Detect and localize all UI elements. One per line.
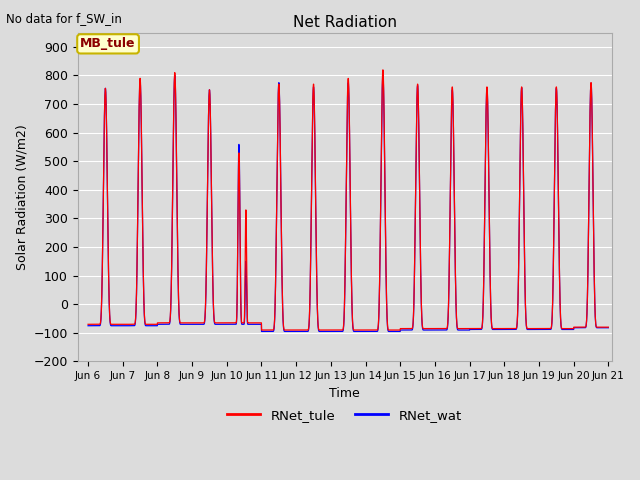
Text: MB_tule: MB_tule — [81, 37, 136, 50]
RNet_tule — [84, 322, 92, 327]
RNet_wat — [436, 327, 444, 333]
RNet_tule — [178, 320, 186, 326]
Text: No data for f_SW_in: No data for f_SW_in — [6, 12, 122, 25]
Title: Net Radiation: Net Radiation — [292, 15, 397, 30]
RNet_tule — [329, 327, 337, 333]
RNet_tule — [436, 326, 444, 332]
RNet_wat — [495, 326, 502, 332]
RNet_wat — [604, 325, 612, 331]
RNet_tule — [495, 326, 502, 332]
RNet_wat — [465, 327, 472, 333]
RNet_wat — [258, 329, 266, 335]
Y-axis label: Solar Radiation (W/m2): Solar Radiation (W/m2) — [15, 124, 28, 270]
RNet_tule — [604, 324, 612, 330]
RNet_wat — [605, 325, 612, 331]
RNet_wat — [178, 322, 186, 327]
RNet_wat — [84, 323, 92, 329]
Line: RNet_tule: RNet_tule — [88, 70, 609, 330]
RNet_tule — [379, 67, 387, 72]
RNet_tule — [258, 327, 266, 333]
X-axis label: Time: Time — [330, 387, 360, 400]
Line: RNet_wat: RNet_wat — [88, 75, 609, 332]
RNet_wat — [171, 72, 179, 78]
RNet_wat — [329, 329, 337, 335]
RNet_tule — [605, 324, 612, 330]
Legend: RNet_tule, RNet_wat: RNet_tule, RNet_wat — [222, 404, 467, 427]
RNet_tule — [465, 326, 472, 332]
